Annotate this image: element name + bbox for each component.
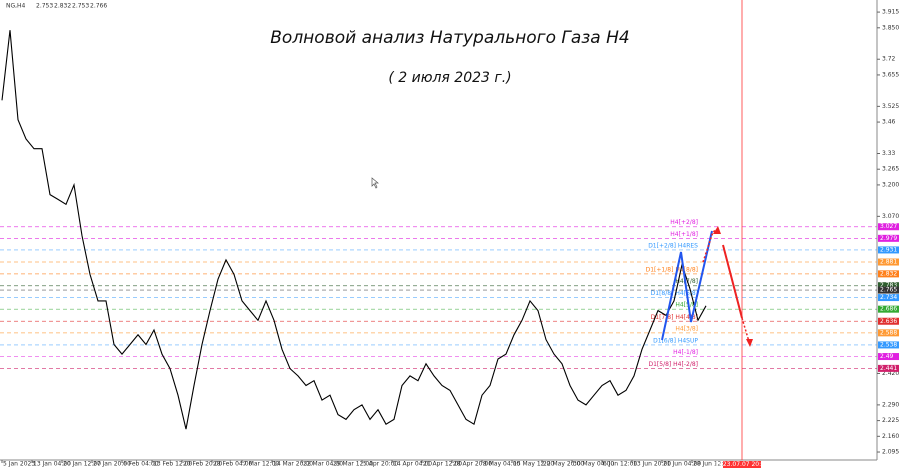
level-name: D1[+2/8] H4RES (648, 242, 698, 249)
level-tag (878, 305, 899, 313)
y-tick-label: 3.265 (882, 166, 899, 173)
level-tag (878, 246, 899, 254)
level-tag (878, 341, 899, 349)
level-tag-label: 2.636 (880, 318, 897, 325)
future-label: 2023.07.07 20:00 (715, 461, 769, 468)
x-tick-label: 28 Jun 12:00 (693, 461, 731, 468)
ohlc-high: 2.832 (54, 3, 71, 10)
level-tag (878, 317, 899, 325)
level-tag (878, 270, 899, 278)
level-tag-label: 2.881 (880, 259, 897, 266)
chart-subtitle: ( 2 июля 2023 г.) (388, 70, 511, 86)
y-tick-label: 3.070 (882, 213, 899, 220)
x-tick-label: 15 May 12:00 (513, 461, 554, 468)
level-name: D1[7/8] H4[4/8] (651, 314, 698, 321)
x-tick-label: 13 Feb 12:00 (153, 461, 193, 468)
x-tick-label: 13 Jun 20:00 (633, 461, 671, 468)
y-tick-label: 3.525 (882, 103, 899, 110)
y-tick-label: 3.46 (882, 119, 896, 126)
level-tag-label: 2.49 (880, 353, 894, 360)
x-tick-label: 22 Mar 04:00 (303, 461, 343, 468)
wave-down-dotted (741, 317, 751, 346)
level-name: H4[7/8] (675, 278, 698, 285)
level-tag-label: 2.538 (880, 341, 897, 348)
x-tick-label: 21 Jun 04:00 (663, 461, 701, 468)
y-tick-label: 3.72 (882, 56, 896, 63)
x-tick-label: 20 Jan 12:00 (63, 461, 101, 468)
x-tick-label: 28 Feb 04:00 (213, 461, 253, 468)
y-tick-label: 3.200 (882, 181, 899, 188)
arrow-head (713, 226, 721, 234)
wave-down (722, 244, 743, 319)
ohlc-open: 2.753 (36, 3, 53, 10)
x-tick-label: 14 Apr 04:00 (393, 461, 432, 468)
level-name: D1[5/8] H4[-2/8] (648, 361, 698, 368)
wave-forecast (661, 226, 753, 347)
y-tick-label: 2.420 (882, 370, 899, 377)
level-name: H4[5/8] (675, 302, 698, 309)
arrow-head (746, 339, 753, 347)
price-line (1, 30, 707, 430)
level-tag (878, 282, 899, 290)
level-name: H4[+2/8] (670, 219, 698, 226)
level-tag (878, 364, 899, 372)
x-tick-label: 8 May 04:00 (483, 461, 521, 468)
level-name: H4[+1/8] (670, 231, 698, 238)
level-tag-label: 2.441 (880, 365, 897, 372)
y-tick-label: 3.915 (882, 9, 899, 16)
level-tag (878, 294, 899, 302)
level-tag (878, 258, 899, 266)
level-tag-label: 2.734 (880, 294, 897, 301)
y-tick-label: 3.33 (882, 150, 896, 157)
x-tick-label: 6 Feb 04:00 (123, 461, 159, 468)
x-tick-label: 14 Mar 20:00 (273, 461, 313, 468)
x-tick-label: 21 Apr 12:00 (423, 461, 462, 468)
level-tag (878, 353, 899, 361)
level-tag (878, 223, 899, 231)
level-name: H4[-1/8] (673, 349, 698, 356)
y-tick-label: 2.095 (882, 449, 899, 456)
level-name: H4[3/8] (675, 325, 698, 332)
x-tick-label: 5 Apr 20:00 (363, 461, 398, 468)
level-tag (878, 329, 899, 337)
x-tick-label: 13 Jan 04:00 (33, 461, 71, 468)
chart-title: Волновой анализ Натурального Газа H4 (270, 28, 629, 48)
x-tick-label: 20 Feb 20:00 (183, 461, 223, 468)
symbol: NG,H4 (6, 3, 26, 10)
y-tick-label: 2.160 (882, 433, 899, 440)
level-tag-label: 2.588 (880, 329, 897, 336)
level-tag-label: 2.686 (880, 306, 897, 313)
level-tag-label: 2.765 (880, 287, 897, 294)
y-tick-label: 3.655 (882, 71, 899, 78)
x-tick-label: 7 Mar 12:00 (243, 461, 279, 468)
level-tag-label: 2.979 (880, 235, 897, 242)
level-tag-label: 2.783 (880, 282, 897, 289)
level-tag (878, 234, 899, 242)
x-tick-label: 22 May 20:00 (543, 461, 584, 468)
x-tick-label: 27 Jan 20:00 (93, 461, 131, 468)
level-name: D1[8/8] H4[6/8] (651, 290, 698, 297)
ohlc-low: 2.753 (72, 3, 89, 10)
y-tick-label: 2.225 (882, 417, 899, 424)
y-tick-label: 3.850 (882, 24, 899, 31)
x-tick-label: 28 Apr 20:00 (453, 461, 492, 468)
ohlc-close: 2.766 (90, 3, 107, 10)
level-tag (878, 286, 899, 294)
level-name: D1[+1/8] H4[8/8] (646, 266, 698, 273)
cursor (371, 177, 379, 189)
x-tick-label: 30 May 04:00 (573, 461, 614, 468)
x-tick-label: 6 Jun 12:00 (603, 461, 637, 468)
level-name: D1[6/8] H4SUP (653, 337, 698, 344)
level-tag-label: 2.832 (880, 270, 897, 277)
level-tag-label: 2.931 (880, 246, 897, 253)
y-tick-label: 2.290 (882, 401, 899, 408)
x-tick-label: 5 Jan 2023 (3, 461, 35, 468)
x-tick-label: 29 Mar 12:00 (333, 461, 373, 468)
future-tag (723, 461, 761, 468)
level-tag-label: 3.027 (880, 223, 897, 230)
wave-up-arrows (661, 230, 713, 341)
